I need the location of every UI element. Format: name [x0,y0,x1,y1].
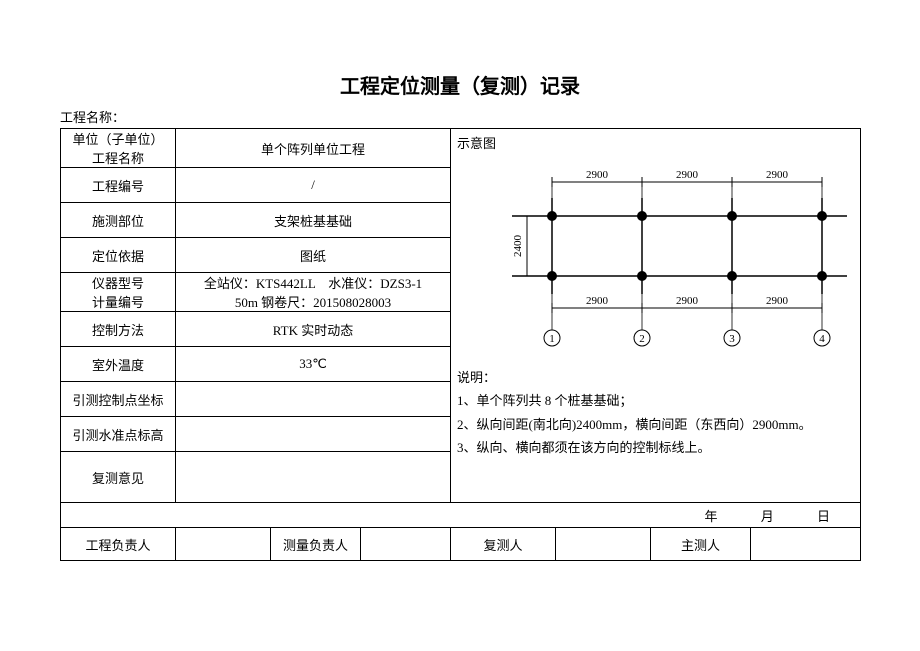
sign-d-val [751,528,861,561]
sign-a-label: 工程负责人 [61,528,176,561]
label-review: 复测意见 [61,452,176,503]
val-instrument: 全站仪：KTS442LL 水准仪：DZS3-1 50m 钢卷尺：20150802… [176,273,451,312]
desc-title: 说明： [457,366,854,389]
label-unit: 单位（子单位） 工程名称 [61,129,176,168]
description-block: 说明： 1、单个阵列共 8 个桩基基础； 2、纵向间距(南北向)2400mm，横… [457,366,854,460]
val-ctrlpt [176,382,451,417]
svg-text:2900: 2900 [766,295,789,307]
sign-c-val [556,528,651,561]
diagram-title: 示意图 [457,133,854,152]
label-temp: 室外温度 [61,347,176,382]
label-ctrlpt: 引测控制点坐标 [61,382,176,417]
svg-text:2900: 2900 [676,169,699,181]
label-control: 控制方法 [61,312,176,347]
date-row: 年 月 日 [61,503,861,528]
sign-a-val [176,528,271,561]
svg-text:2900: 2900 [586,295,609,307]
val-levelpt [176,417,451,452]
val-basis: 图纸 [176,238,451,273]
desc-line-2: 2、纵向间距(南北向)2400mm，横向间距（东西向）2900mm。 [457,413,854,436]
val-part: 支架桩基基础 [176,203,451,238]
svg-text:2900: 2900 [586,169,609,181]
svg-text:2900: 2900 [766,169,789,181]
val-review [176,452,451,503]
label-instrument: 仪器型号 计量编号 [61,273,176,312]
label-levelpt: 引测水准点标高 [61,417,176,452]
label-basis: 定位依据 [61,238,176,273]
svg-text:2900: 2900 [676,295,699,307]
desc-line-1: 1、单个阵列共 8 个桩基基础； [457,389,854,412]
diagram-svg: 2900 2900 2900 2900 2900 2900 2400 1 2 3 4 [457,156,852,356]
page-title: 工程定位测量（复测）记录 [60,70,860,99]
desc-line-3: 3、纵向、横向都须在该方向的控制标线上。 [457,436,854,459]
label-projno: 工程编号 [61,168,176,203]
svg-text:2400: 2400 [512,235,524,258]
val-control: RTK 实时动态 [176,312,451,347]
svg-text:4: 4 [819,333,825,345]
svg-text:1: 1 [549,333,555,345]
sign-c-label: 复测人 [451,528,556,561]
val-projno: / [176,168,451,203]
sign-b-val [361,528,451,561]
val-unit: 单个阵列单位工程 [176,129,451,168]
val-temp: 33℃ [176,347,451,382]
svg-text:3: 3 [729,333,735,345]
main-table: 单位（子单位） 工程名称 单个阵列单位工程 示意图 29002900290029… [60,128,861,561]
diagram-cell: 示意图 2900 2900 2900 2900 2900 2900 2400 1 2 3 4 说明：… [451,129,861,503]
sign-b-label: 测量负责人 [271,528,361,561]
sign-d-label: 主测人 [651,528,751,561]
project-name-label: 工程名称： [60,107,860,126]
svg-text:2: 2 [639,333,645,345]
label-part: 施测部位 [61,203,176,238]
